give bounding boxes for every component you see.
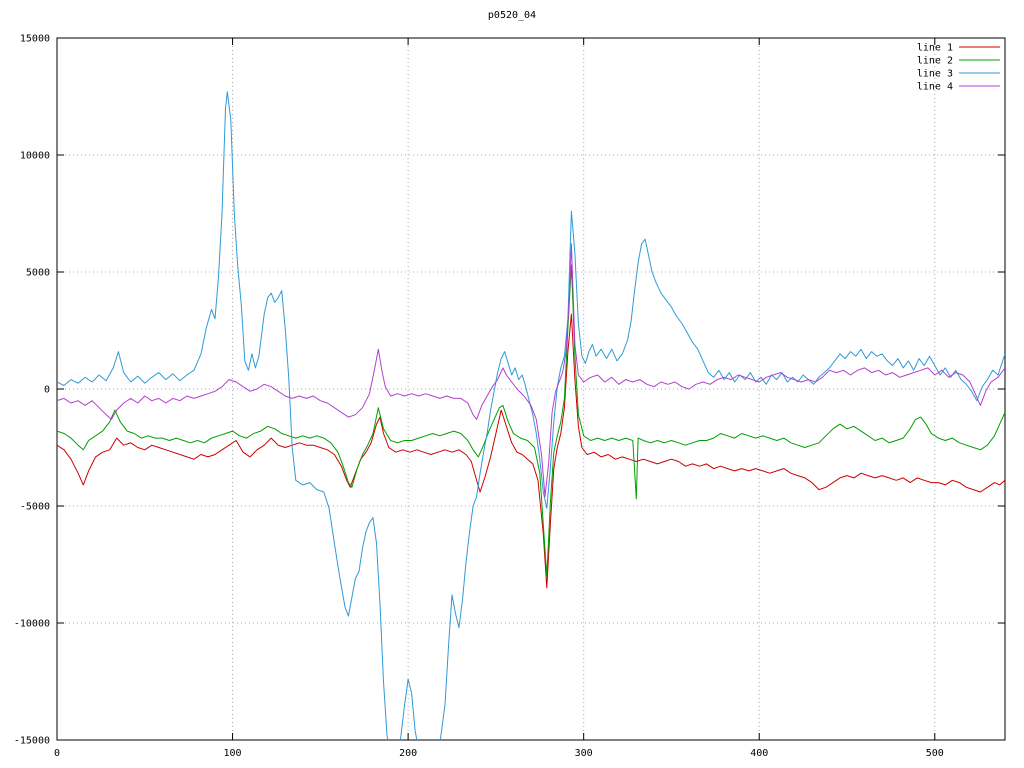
y-axis-labels: -15000 -10000 -5000 0 5000 10000 15000 xyxy=(14,34,50,747)
legend-label: line 3 xyxy=(917,69,953,80)
x-axis-labels: 0 100 200 300 400 500 xyxy=(54,748,944,759)
legend-label: line 1 xyxy=(917,43,953,54)
x-tick-label: 0 xyxy=(54,748,60,759)
x-tick-label: 100 xyxy=(224,748,242,759)
series-line-2 xyxy=(57,264,1005,577)
plot-border xyxy=(56,37,1006,741)
x-tick-label: 200 xyxy=(399,748,417,759)
x-tick-label: 400 xyxy=(750,748,768,759)
y-tick-label: -15000 xyxy=(14,736,50,747)
grid-lines xyxy=(56,37,1005,741)
legend-item: line 3 xyxy=(917,69,1000,80)
legend-label: line 4 xyxy=(917,82,953,93)
series-line-4 xyxy=(57,243,1005,498)
legend-item: line 1 xyxy=(917,43,1000,54)
x-tick-label: 300 xyxy=(575,748,593,759)
series-line-3 xyxy=(57,91,1005,740)
legend: line 1 line 2 line 3 line 4 xyxy=(917,43,1000,93)
y-tick-label: -10000 xyxy=(14,619,50,630)
legend-item: line 4 xyxy=(917,82,1000,93)
legend-item: line 2 xyxy=(917,56,1000,67)
axis-ticks xyxy=(56,37,1005,741)
series-line-1 xyxy=(57,313,1005,589)
x-tick-label: 500 xyxy=(926,748,944,759)
y-tick-label: 10000 xyxy=(20,151,50,162)
y-tick-label: -5000 xyxy=(20,502,50,513)
y-tick-label: 5000 xyxy=(26,268,50,279)
chart-title: p0520_04 xyxy=(487,10,537,21)
y-tick-label: 15000 xyxy=(20,34,50,45)
legend-label: line 2 xyxy=(917,56,953,67)
series-group xyxy=(57,91,1005,740)
y-tick-label: 0 xyxy=(44,385,50,396)
